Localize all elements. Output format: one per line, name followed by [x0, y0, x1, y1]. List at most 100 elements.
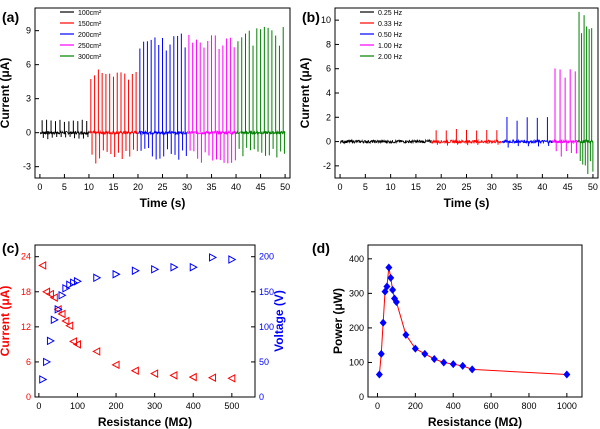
x-axis-label: Time (s) [444, 196, 490, 210]
series-baseline-2 [501, 138, 553, 145]
legend-entry: 150cm² [78, 21, 102, 28]
current-point [188, 372, 197, 382]
y-tick-label: 200 [349, 323, 364, 333]
x-tick-label: 25 [157, 182, 167, 192]
x-tick-label: 0 [36, 401, 41, 411]
x-tick-label: 45 [563, 182, 573, 192]
y-axis-label: Power (μW) [331, 288, 345, 354]
panel-label: (d) [312, 240, 330, 256]
voltage-point [39, 375, 48, 384]
legend-entry: 200cm² [78, 32, 102, 39]
y-tick-label: 0 [326, 137, 331, 147]
voltage-point [66, 280, 75, 290]
voltage-point [170, 262, 179, 272]
series-baseline-0 [339, 138, 432, 145]
power-point [430, 355, 438, 363]
x-tick-label: 10 [386, 182, 396, 192]
x-tick-label: 100 [70, 401, 85, 411]
y2-tick-label: 150 [259, 287, 274, 297]
plot-frame-1 [334, 7, 599, 179]
x-tick-label: 35 [512, 182, 522, 192]
voltage-point [54, 304, 63, 314]
y-tick-label: 3 [26, 94, 31, 104]
current-point [207, 373, 217, 383]
x-tick-label: 1000 [557, 401, 577, 411]
y-tick-label: 300 [349, 288, 364, 298]
voltage-point [151, 265, 160, 274]
y-tick-label: 0 [26, 392, 31, 402]
voltage-point [73, 276, 83, 286]
y-axis-label: Current (μA) [0, 58, 12, 129]
plot-frame-3 [367, 244, 583, 398]
power-point [421, 349, 429, 358]
current-point [61, 316, 70, 326]
current-point [72, 340, 81, 349]
legend-entry: 0.50 Hz [378, 32, 403, 39]
voltage-point [62, 283, 71, 293]
x-tick-label: 30 [487, 182, 497, 192]
power-point [563, 370, 571, 379]
current-point [92, 347, 101, 356]
current-point [227, 373, 236, 383]
power-point [440, 358, 448, 367]
current-point [38, 261, 47, 270]
power-point [392, 298, 400, 306]
x-tick-label: 20 [436, 182, 446, 192]
x-tick-label: 50 [280, 182, 290, 192]
y-tick-label: 8 [326, 39, 331, 49]
y-tick-label: 0 [26, 128, 31, 138]
power-point [375, 370, 383, 379]
y-tick-label: 2 [326, 112, 331, 122]
voltage-point [189, 262, 198, 272]
panel-label: (c) [2, 240, 19, 256]
y-tick-label: 10 [321, 15, 331, 25]
x-tick-label: 15 [108, 182, 118, 192]
power-point [377, 349, 385, 358]
y2-tick-label: 100 [259, 322, 274, 332]
y-tick-label: 6 [26, 60, 31, 70]
voltage-point [93, 273, 102, 283]
x-tick-label: 45 [256, 182, 266, 192]
x-tick-label: 800 [521, 401, 536, 411]
power-point [402, 330, 410, 339]
current-point [130, 366, 139, 376]
y2-tick-label: 0 [259, 392, 264, 402]
y-axis-label: Current (μA) [0, 286, 12, 357]
power-point [389, 285, 397, 294]
voltage-point [228, 255, 237, 264]
power-point [383, 282, 391, 291]
y2-tick-label: 50 [259, 357, 269, 367]
y-tick-label: 100 [349, 357, 364, 367]
voltage-point [46, 336, 55, 346]
y-tick-label: 400 [349, 254, 364, 264]
panel-label: (b) [302, 9, 320, 25]
voltage-point [112, 269, 121, 279]
power-point [468, 365, 476, 374]
panel-b: 0 5 10 15 20 25 30 35 40 45 50 Time (s) -2 0 2 4 6 8 10 Cur… [298, 7, 599, 210]
voltage-point [43, 357, 52, 367]
y-tick-label: 24 [21, 252, 31, 262]
current-point [111, 360, 120, 370]
y-tick-label: 4 [326, 88, 331, 98]
y-tick-label: 12 [21, 322, 31, 332]
y-axis-label: Current (μA) [298, 58, 312, 129]
x-tick-label: 600 [484, 401, 499, 411]
x-tick-label: 15 [411, 182, 421, 192]
voltage-point [58, 290, 67, 300]
legend-entry: 0.25 Hz [378, 10, 403, 17]
power-point [387, 273, 395, 282]
legend-entry: 100cm² [78, 10, 102, 17]
x-tick-label: 0 [37, 182, 42, 192]
plot-frame-2 [34, 244, 256, 398]
panel-a: 0 5 10 15 20 25 30 35 40 45 50 Time (s) -3 0 3 6 9 Curren… [0, 7, 291, 210]
legend-entry: 2.00 Hz [378, 54, 403, 61]
x-tick-label: 300 [147, 401, 162, 411]
x-tick-label: 5 [62, 182, 67, 192]
x-tick-label: 50 [588, 182, 598, 192]
series-baseline-4 [235, 129, 286, 136]
power-point [379, 318, 387, 327]
current-point [45, 289, 54, 299]
current-point [150, 369, 159, 378]
